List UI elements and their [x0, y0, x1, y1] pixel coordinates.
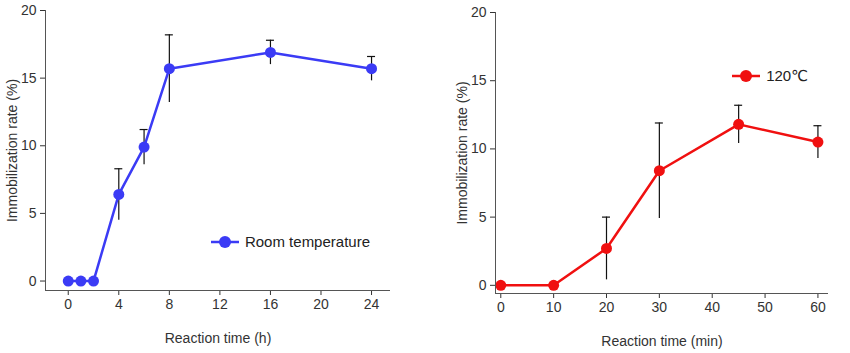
svg-text:60: 60 [810, 299, 826, 315]
svg-text:20: 20 [471, 4, 487, 20]
svg-text:0: 0 [64, 296, 72, 312]
svg-text:5: 5 [29, 205, 37, 221]
svg-text:Immobilization rate (%): Immobilization rate (%) [4, 79, 20, 222]
svg-text:Reaction time (h): Reaction time (h) [165, 330, 272, 346]
svg-text:50: 50 [757, 299, 773, 315]
svg-text:24: 24 [364, 296, 380, 312]
html-text:Room temperature: Room temperature [244, 233, 370, 250]
svg-text:15: 15 [21, 70, 37, 86]
svg-text:10: 10 [471, 140, 487, 156]
svg-text:10: 10 [21, 137, 37, 153]
svg-text:12: 12 [212, 296, 228, 312]
svg-text:0: 0 [497, 299, 505, 315]
svg-text:Immobilization rate (%): Immobilization rate (%) [454, 81, 470, 224]
svg-text:Reaction time (min): Reaction time (min) [601, 333, 722, 349]
svg-text:20: 20 [599, 299, 615, 315]
svg-text:5: 5 [479, 209, 487, 225]
svg-text:16: 16 [263, 296, 279, 312]
svg-text:8: 8 [165, 296, 173, 312]
svg-text:40: 40 [704, 299, 720, 315]
svg-text:4: 4 [115, 296, 123, 312]
svg-text:10: 10 [546, 299, 562, 315]
html-text:120℃: 120℃ [766, 67, 808, 84]
svg-text:15: 15 [471, 72, 487, 88]
svg-text:30: 30 [652, 299, 668, 315]
svg-text:0: 0 [479, 277, 487, 293]
svg-text:0: 0 [29, 273, 37, 289]
svg-text:20: 20 [313, 296, 329, 312]
svg-text:20: 20 [21, 2, 37, 18]
